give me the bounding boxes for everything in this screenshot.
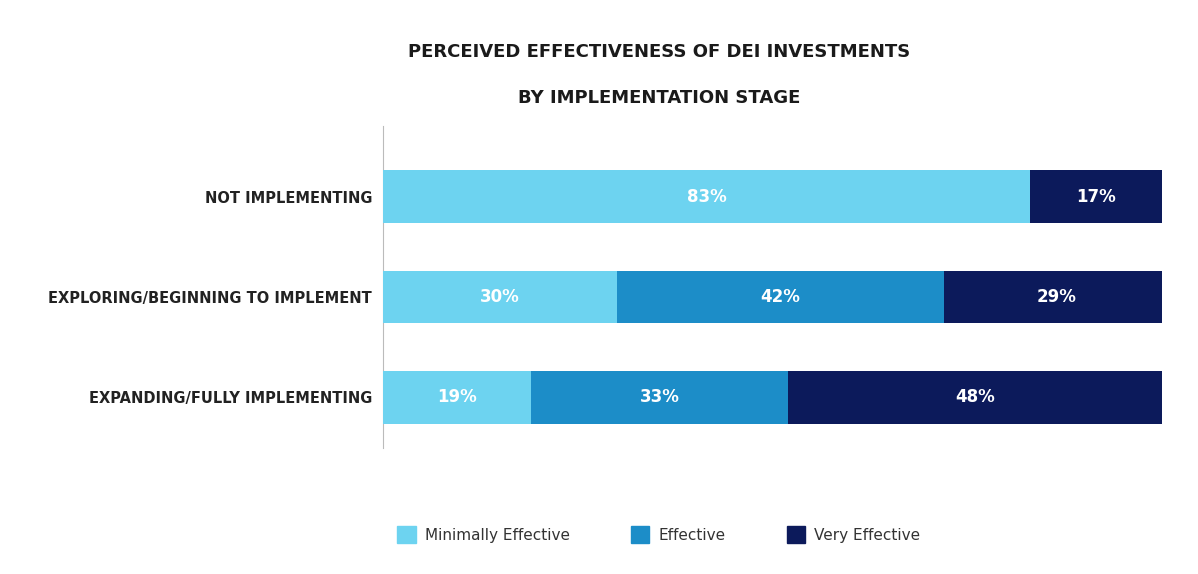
Bar: [383, 371, 532, 424]
Bar: [788, 371, 1162, 424]
Bar: [532, 371, 788, 424]
Text: 42%: 42%: [761, 288, 800, 306]
Text: 83%: 83%: [686, 188, 726, 205]
Legend: Minimally Effective, Effective, Very Effective: Minimally Effective, Effective, Very Eff…: [398, 526, 920, 544]
Bar: [617, 271, 944, 323]
Bar: [383, 271, 617, 323]
Text: PERCEIVED EFFECTIVENESS OF DEI INVESTMENTS: PERCEIVED EFFECTIVENESS OF DEI INVESTMEN…: [407, 42, 910, 61]
Text: 29%: 29%: [1037, 288, 1077, 306]
Text: 17%: 17%: [1076, 188, 1115, 205]
Bar: [383, 170, 1030, 223]
Text: BY IMPLEMENTATION STAGE: BY IMPLEMENTATION STAGE: [518, 88, 800, 107]
Text: 48%: 48%: [955, 389, 996, 406]
Text: 19%: 19%: [437, 389, 477, 406]
Text: 33%: 33%: [640, 389, 679, 406]
Bar: [944, 271, 1169, 323]
Text: 30%: 30%: [480, 288, 520, 306]
Bar: [1030, 170, 1162, 223]
